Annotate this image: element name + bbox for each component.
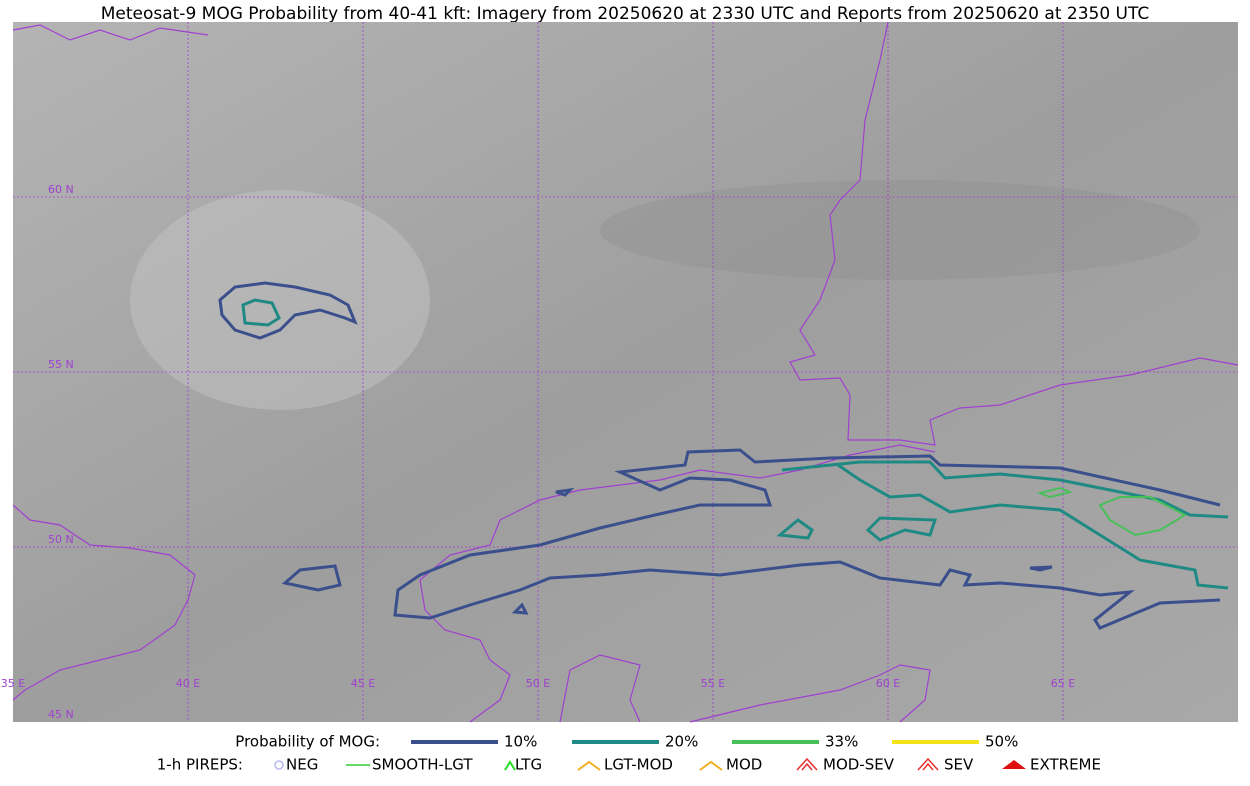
legend-label: LTG	[515, 756, 542, 774]
lon-label: 40 E	[176, 677, 200, 690]
lon-label: 50 E	[526, 677, 550, 690]
legend-label: SEV	[944, 756, 974, 774]
legend-label: NEG	[286, 756, 318, 774]
lat-label: 50 N	[48, 533, 74, 546]
legend-symbol	[577, 760, 601, 771]
legend-symbol	[504, 760, 516, 771]
legend-label: EXTREME	[1030, 756, 1101, 774]
legend-label: MOD	[726, 756, 762, 774]
legend-label: 10%	[504, 733, 537, 751]
legend-symbol	[796, 757, 818, 771]
title: Meteosat-9 MOG Probability from 40-41 kf…	[101, 4, 1150, 24]
cloud	[130, 190, 430, 410]
legend-title: 1-h PIREPS:	[157, 756, 243, 774]
grid	[13, 22, 1238, 722]
contours	[218, 281, 1229, 630]
legend-symbol	[699, 760, 723, 771]
lon-label: 55 E	[701, 677, 725, 690]
cloud	[600, 180, 1200, 280]
lat-label: 60 N	[48, 183, 74, 196]
legend-title: Probability of MOG:	[235, 733, 380, 751]
legend-label: LGT-MOD	[604, 756, 673, 774]
legend-label: 50%	[985, 733, 1018, 751]
lon-label: 35 E	[1, 677, 25, 690]
lat-label: 45 N	[48, 708, 74, 721]
map: 60 N 55 N 50 N 45 N 35 E 40 E 45 E 50 E …	[1, 21, 1239, 723]
legend-label: SMOOTH-LGT	[372, 756, 473, 774]
lon-label: 60 E	[876, 677, 900, 690]
legend-label: 33%	[825, 733, 858, 751]
lon-label: 45 E	[351, 677, 375, 690]
lon-label: 65 E	[1051, 677, 1075, 690]
legend-label: 20%	[665, 733, 698, 751]
legend-label: MOD-SEV	[823, 756, 895, 774]
legend-symbol	[274, 760, 284, 770]
lat-label: 55 N	[48, 358, 74, 371]
legend-symbol	[917, 757, 939, 771]
legend-symbol	[1002, 760, 1026, 769]
legend: Probability of MOG: 1-h PIREPS: 10% 20% 33…	[157, 733, 1101, 774]
